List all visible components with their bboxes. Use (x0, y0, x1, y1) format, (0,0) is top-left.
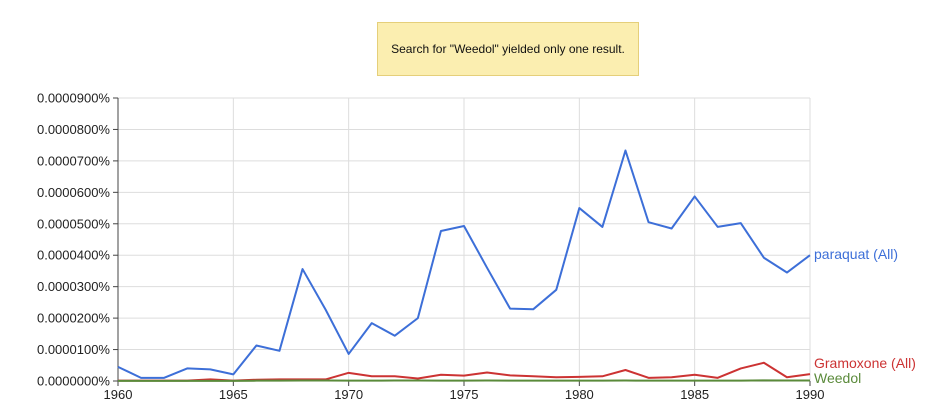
y-tick-label: 0.0000100% (37, 342, 110, 357)
series-line-0 (117, 149, 811, 379)
y-tick-label: 0.0000800% (37, 122, 110, 137)
x-tick-label: 1975 (450, 387, 479, 402)
y-tick-label: 0.0000900% (37, 91, 110, 106)
grid-lines (118, 97, 811, 381)
y-tick-label: 0.0000200% (37, 311, 110, 326)
axes (113, 97, 811, 386)
series-lines (117, 149, 811, 382)
y-tick-label: 0.0000700% (37, 153, 110, 168)
x-tick-label: 1980 (565, 387, 594, 402)
search-notice-banner: Search for "Weedol" yielded only one res… (377, 22, 639, 76)
x-tick-labels: 1960 1965 1970 1975 1980 1985 1990 (104, 387, 825, 402)
y-tick-label: 0.0000400% (37, 248, 110, 263)
y-tick-label: 0.0000600% (37, 185, 110, 200)
x-tick-label: 1985 (680, 387, 709, 402)
x-tick-label: 1990 (796, 387, 825, 402)
search-notice-text: Search for "Weedol" yielded only one res… (391, 42, 625, 56)
series-end-labels: paraquat (All) Gramoxone (All)Weedol (814, 246, 916, 386)
y-tick-label: 0.0000300% (37, 279, 110, 294)
y-tick-label: 0.0000000% (37, 374, 110, 389)
x-tick-label: 1965 (219, 387, 248, 402)
series-label-1: Gramoxone (All) (814, 355, 916, 371)
series-label-2: Weedol (814, 370, 861, 386)
series-label-0: paraquat (All) (814, 246, 898, 262)
y-tick-label: 0.0000500% (37, 216, 110, 231)
x-tick-label: 1960 (104, 387, 133, 402)
x-tick-label: 1970 (334, 387, 363, 402)
y-tick-labels: 0.0000000% 0.0000100% 0.0000200% 0.0000300%… (37, 91, 110, 389)
